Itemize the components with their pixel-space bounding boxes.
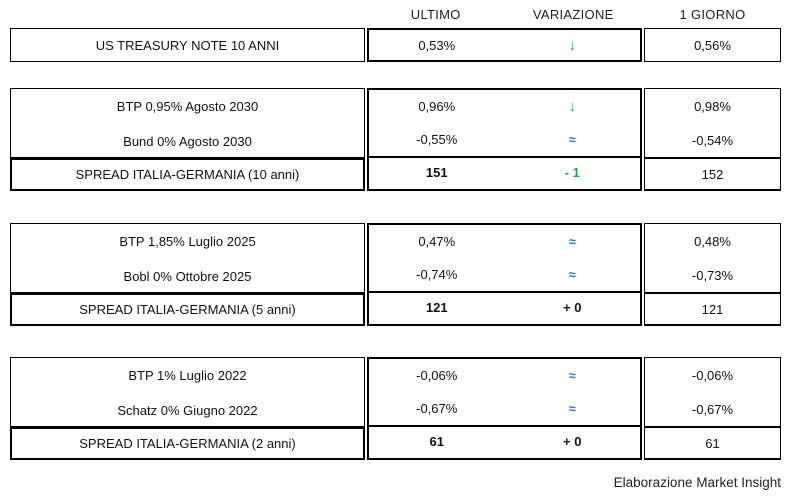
spread-variazione-value: - 1	[564, 165, 580, 180]
column-header-1-giorno: 1 GIORNO	[679, 7, 746, 22]
spread-values: 151 - 1	[369, 156, 640, 187]
table-row: US TREASURY NOTE 10 ANNI	[10, 28, 365, 62]
instrument-label: Schatz 0% Giugno 2022	[117, 403, 258, 418]
labels-box: BTP 1% Luglio 2022 Schatz 0% Giugno 2022	[10, 357, 365, 427]
spread-values: 61 + 0	[369, 425, 640, 456]
spread-label: SPREAD ITALIA-GERMANIA (10 anni)	[75, 167, 300, 182]
spread-giorno-value: 121	[701, 301, 724, 317]
column-header-ultimo: ULTIMO	[410, 7, 461, 22]
ultimo-variazione-box: 0,53% ↓	[367, 28, 642, 62]
spread-label: SPREAD ITALIA-GERMANIA (5 anni)	[79, 302, 296, 317]
ultimo-value: 0,53%	[418, 37, 456, 53]
table-us-treasury: US TREASURY NOTE 10 ANNI 0,53% ↓ 0,56%	[10, 28, 794, 62]
giorno-value: 0,56%	[694, 37, 731, 53]
ultimo-value: -0,67%	[416, 401, 458, 416]
giorno-value: -0,06%	[691, 368, 734, 383]
ultimo-value: 0,96%	[418, 99, 456, 114]
labels-box: BTP 1,85% Luglio 2025 Bobl 0% Ottobre 20…	[10, 223, 365, 293]
spread-giorno-box: 121	[644, 293, 781, 326]
giorno-value: -0,73%	[691, 268, 734, 283]
ultimo-value: 0,47%	[418, 234, 456, 249]
giorno-box: 0,56%	[644, 28, 781, 62]
ultimo-variazione-box: 0,47% ≈ -0,74% ≈ 121 + 0	[367, 223, 642, 326]
instrument-label: BTP 0,95% Agosto 2030	[116, 99, 259, 114]
instrument-label: US TREASURY NOTE 10 ANNI	[95, 37, 280, 53]
spread-label: SPREAD ITALIA-GERMANIA (2 anni)	[79, 436, 296, 451]
table-5-anni: BTP 1,85% Luglio 2025 Bobl 0% Ottobre 20…	[10, 223, 794, 326]
table-header: ULTIMO VARIAZIONE 1 GIORNO	[10, 0, 794, 28]
approx-equal-icon: ≈	[568, 368, 576, 383]
approx-equal-icon: ≈	[568, 267, 576, 282]
spread-giorno-box: 61	[644, 427, 781, 460]
spread-label-box: SPREAD ITALIA-GERMANIA (5 anni)	[10, 293, 365, 326]
spread-ultimo-value: 121	[425, 300, 448, 315]
ultimo-value: -0,74%	[416, 267, 458, 282]
spread-variazione-value: + 0	[563, 434, 582, 449]
ultimo-variazione-box: -0,06% ≈ -0,67% ≈ 61 + 0	[367, 357, 642, 460]
spread-giorno-value: 61	[705, 435, 720, 451]
spread-variazione-value: + 0	[563, 300, 582, 315]
giorno-value: 0,98%	[694, 99, 731, 114]
approx-equal-icon: ≈	[568, 234, 576, 249]
down-arrow-icon: ↓	[568, 98, 577, 115]
giorno-box: 0,48% -0,73%	[644, 223, 781, 293]
giorno-value: -0,54%	[691, 133, 734, 148]
instrument-label: Bobl 0% Ottobre 2025	[123, 269, 252, 284]
instrument-label: BTP 1,85% Luglio 2025	[119, 234, 256, 249]
instrument-label: Bund 0% Agosto 2030	[123, 134, 252, 149]
ultimo-variazione-box: 0,96% ↓ -0,55% ≈ 151 - 1	[367, 88, 642, 191]
table-2-anni: BTP 1% Luglio 2022 Schatz 0% Giugno 2022…	[10, 357, 794, 460]
credit-text: Elaborazione Market Insight	[613, 475, 781, 490]
table-10-anni: BTP 0,95% Agosto 2030 Bund 0% Agosto 203…	[10, 88, 794, 191]
spread-values: 121 + 0	[369, 291, 640, 322]
spread-giorno-box: 152	[644, 158, 781, 191]
ultimo-value: -0,06%	[416, 368, 458, 383]
giorno-box: -0,06% -0,67%	[644, 357, 781, 427]
approx-equal-icon: ≈	[568, 401, 576, 416]
spread-ultimo-value: 61	[429, 434, 444, 449]
ultimo-value: -0,55%	[416, 132, 458, 147]
column-header-variazione: VARIAZIONE	[532, 7, 614, 22]
spread-giorno-value: 152	[701, 166, 724, 182]
down-arrow-icon: ↓	[568, 36, 577, 54]
spread-ultimo-value: 151	[425, 165, 448, 180]
instrument-label: BTP 1% Luglio 2022	[128, 368, 247, 383]
giorno-value: 0,48%	[694, 234, 731, 249]
labels-box: BTP 0,95% Agosto 2030 Bund 0% Agosto 203…	[10, 88, 365, 158]
spread-label-box: SPREAD ITALIA-GERMANIA (2 anni)	[10, 427, 365, 460]
giorno-value: -0,67%	[691, 402, 734, 417]
approx-equal-icon: ≈	[568, 132, 576, 147]
spread-label-box: SPREAD ITALIA-GERMANIA (10 anni)	[10, 158, 365, 191]
giorno-box: 0,98% -0,54%	[644, 88, 781, 158]
